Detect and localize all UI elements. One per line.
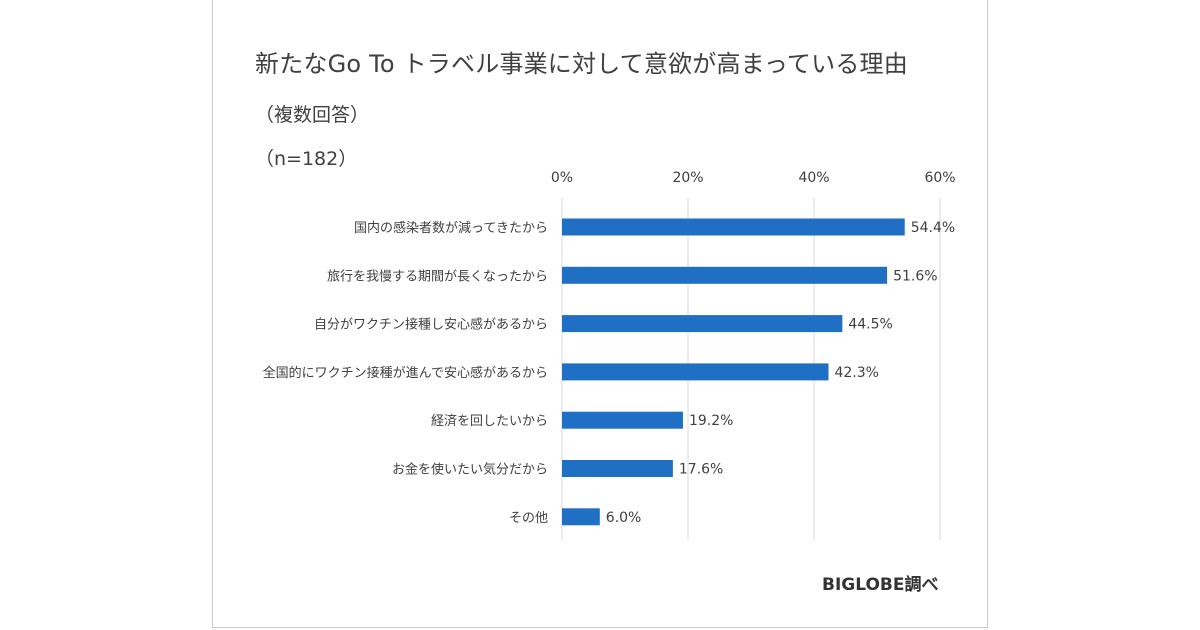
category-labels: 国内の感染者数が減ってきたから旅行を我慢する期間が長くなったから自分がワクチン接… xyxy=(263,220,548,526)
value-label: 44.5% xyxy=(848,317,892,333)
bar xyxy=(562,315,843,333)
category-label: 全国的にワクチン接種が進んで安心感があるから xyxy=(263,365,548,381)
value-label: 54.4% xyxy=(911,220,955,236)
category-label: 国内の感染者数が減ってきたから xyxy=(354,220,548,236)
x-axis-ticks: 0% 20% 40% 60% xyxy=(551,170,956,186)
bar xyxy=(562,460,673,477)
x-tick-label: 0% xyxy=(551,170,573,186)
bar xyxy=(562,218,905,236)
category-label: 自分がワクチン接種し安心感があるから xyxy=(314,317,548,333)
bar xyxy=(562,363,829,381)
chart-title: 新たなGo To トラベル事業に対して意欲が高まっている理由 xyxy=(255,50,908,78)
category-label: その他 xyxy=(509,511,548,526)
bar xyxy=(562,266,888,284)
value-label: 51.6% xyxy=(893,268,937,284)
value-label: 17.6% xyxy=(679,462,723,478)
value-label: 42.3% xyxy=(834,365,878,381)
chart-subtitle-answer-type: （複数回答） xyxy=(255,104,370,126)
value-label: 19.2% xyxy=(689,413,733,429)
value-labels: 54.4% 51.6% 44.5% 42.3% 19.2% 17.6% 6.0% xyxy=(606,220,955,526)
source-credit: BIGLOBE調べ xyxy=(822,575,939,595)
x-tick-label: 20% xyxy=(672,170,703,186)
bar xyxy=(562,411,683,429)
x-tick-label: 40% xyxy=(798,170,829,186)
category-label: 旅行を我慢する期間が長くなったから xyxy=(327,268,548,284)
chart-subtitle-sample-size: （n=182） xyxy=(255,148,358,170)
bar xyxy=(562,508,600,526)
category-label: 経済を回したいから xyxy=(431,413,548,429)
chart-card xyxy=(212,0,988,628)
category-label: お金を使いたい気分だから xyxy=(392,462,548,478)
value-label: 6.0% xyxy=(606,510,642,526)
x-tick-label: 60% xyxy=(924,170,955,186)
bars xyxy=(562,218,905,526)
